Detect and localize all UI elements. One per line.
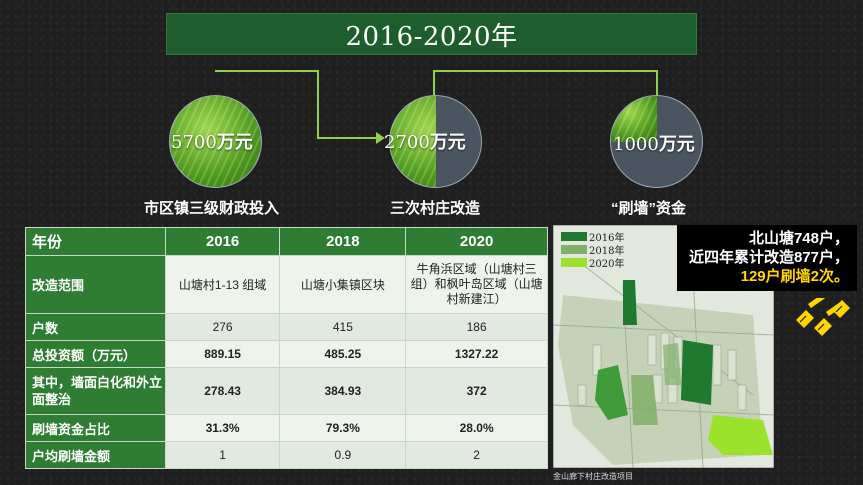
row-label: 改造范围: [25, 255, 166, 314]
village-map: 2016年 2018年 2020年: [553, 225, 774, 468]
connector-line: [317, 70, 319, 138]
legend-item-2020: 2020年: [561, 255, 624, 270]
circle-1-amount: 5700万元: [171, 132, 253, 153]
table-cell: 1327.22: [405, 340, 548, 368]
table-cell: 415: [279, 313, 407, 341]
table-header: 2020: [405, 227, 548, 256]
table-cell: 186: [405, 313, 548, 341]
table-row: 户均刷墙金额 1 0.9 2: [25, 441, 548, 469]
info-line-3: 129户刷墙2次。: [740, 268, 849, 285]
connector-line: [656, 70, 658, 110]
legend-swatch: [561, 258, 587, 267]
table-cell: 0.9: [279, 441, 407, 469]
circle-2-caption: 三次村庄改造: [390, 200, 481, 217]
legend-item-2018: 2018年: [561, 242, 624, 257]
page-title: 2016-2020年: [166, 13, 697, 55]
budget-circle-3: [610, 95, 703, 188]
table-cell: 485.25: [279, 340, 407, 368]
table-header-row: 年份 2016 2018 2020: [25, 227, 548, 256]
table-row: 刷墙资金占比 31.3% 79.3% 28.0%: [25, 414, 548, 442]
info-line-2: 近四年累计改造877户，: [688, 249, 849, 266]
map-drawing: [553, 225, 774, 468]
circle-1-caption: 市区镇三级财政投入: [144, 200, 280, 217]
table-cell: 2: [405, 441, 548, 469]
paint-brush-icon: [796, 298, 850, 336]
info-box: 北山塘748户， 近四年累计改造877户， 129户刷墙2次。: [677, 225, 857, 291]
table-cell: 276: [164, 313, 281, 341]
table-cell: 牛角浜区域（山塘村三组）和枫叶岛区域（山塘村新建江）: [405, 255, 548, 314]
table-row: 总投资额（万元） 889.15 485.25 1327.22: [25, 340, 548, 368]
table-cell: 31.3%: [164, 414, 281, 442]
budget-circle-2: [389, 95, 482, 188]
map-caption: 金山廊下村庄改造项目: [553, 472, 633, 481]
table-row: 户数 276 415 186: [25, 313, 548, 341]
table-header: 2016: [164, 227, 281, 256]
legend-swatch: [561, 245, 587, 254]
arrow-icon: [376, 132, 385, 144]
connector-line: [317, 137, 377, 139]
row-label: 总投资额（万元）: [25, 340, 166, 368]
legend-label: 2016年: [589, 233, 625, 244]
table-header: 2018: [279, 227, 407, 256]
info-line-1: 北山塘748户，: [748, 230, 849, 247]
table-cell: 28.0%: [405, 414, 548, 442]
table-cell: 1: [164, 441, 281, 469]
renovation-table: 年份 2016 2018 2020 改造范围 山塘村1-13 组域 山塘小集镇区…: [25, 227, 548, 469]
table-header: 年份: [25, 227, 166, 256]
table-row: 改造范围 山塘村1-13 组域 山塘小集镇区块 牛角浜区域（山塘村三组）和枫叶岛…: [25, 255, 548, 314]
circle-3-caption: “刷墙”资金: [611, 200, 687, 217]
connector-line: [215, 70, 319, 72]
budget-circle-1: [169, 95, 262, 188]
legend-label: 2018年: [589, 246, 625, 257]
circle-3-amount: 1000万元: [613, 134, 695, 155]
connector-line: [433, 70, 435, 95]
row-label: 户均刷墙金额: [25, 441, 166, 469]
table-cell: 79.3%: [279, 414, 407, 442]
table-cell: 372: [405, 367, 548, 415]
legend-swatch: [561, 232, 587, 241]
connector-line: [433, 70, 657, 72]
legend-label: 2020年: [589, 259, 625, 270]
row-label: 其中，墙面白化和外立面整治: [25, 367, 166, 415]
table-row: 其中，墙面白化和外立面整治 278.43 384.93 372: [25, 367, 548, 415]
table-cell: 889.15: [164, 340, 281, 368]
circle-2-amount: 2700万元: [384, 132, 466, 153]
row-label: 户数: [25, 313, 166, 341]
table-cell: 278.43: [164, 367, 281, 415]
table-cell: 山塘小集镇区块: [279, 255, 407, 314]
row-label: 刷墙资金占比: [25, 414, 166, 442]
table-cell: 山塘村1-13 组域: [164, 255, 281, 314]
table-cell: 384.93: [279, 367, 407, 415]
legend-item-2016: 2016年: [561, 229, 624, 244]
